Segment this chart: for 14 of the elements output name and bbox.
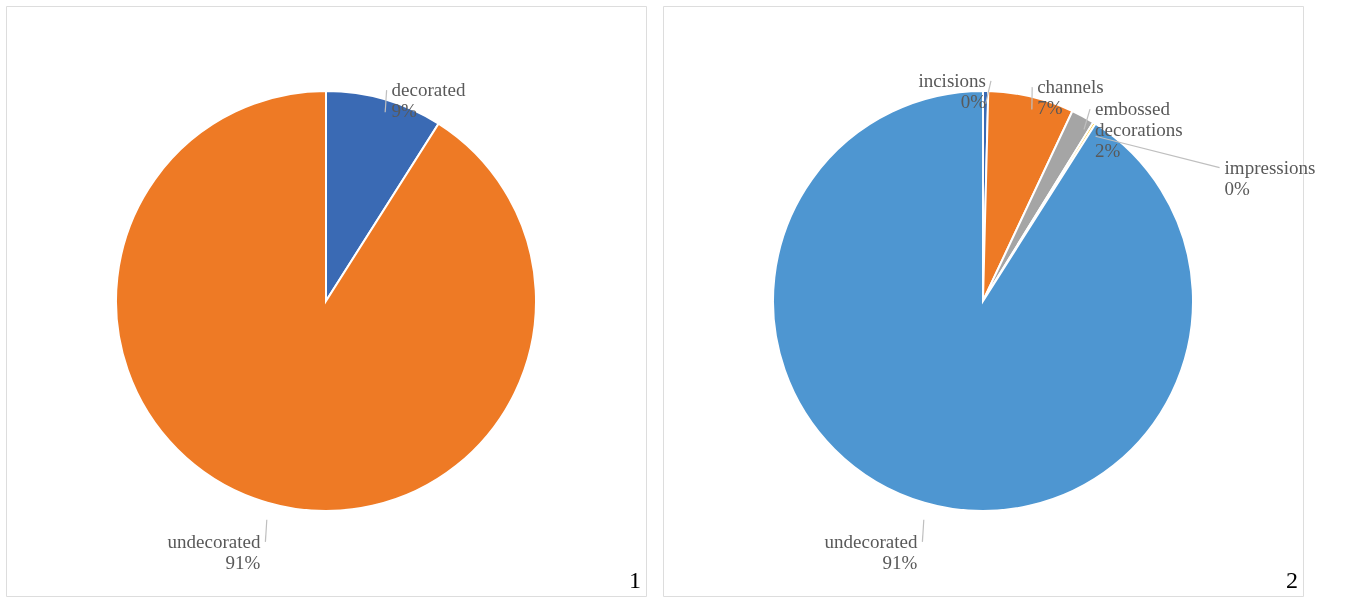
slice-label: decorated [391, 79, 466, 101]
data-label: 9% [391, 100, 418, 122]
data-label: 7% [1037, 97, 1063, 119]
text: 1 [629, 567, 641, 593]
data-label: 91% [225, 551, 261, 573]
slice-label: impressions [1224, 156, 1316, 178]
slice-label: undecorated [824, 530, 918, 552]
data-label: 2% [1095, 140, 1121, 162]
text: 2 [1286, 567, 1298, 593]
slice-label: incisions [918, 69, 986, 91]
data-label: 0% [1224, 177, 1251, 199]
slice-label: channels [1037, 76, 1104, 98]
slice-label: undecorated [167, 530, 261, 552]
data-label: 91% [882, 551, 918, 573]
